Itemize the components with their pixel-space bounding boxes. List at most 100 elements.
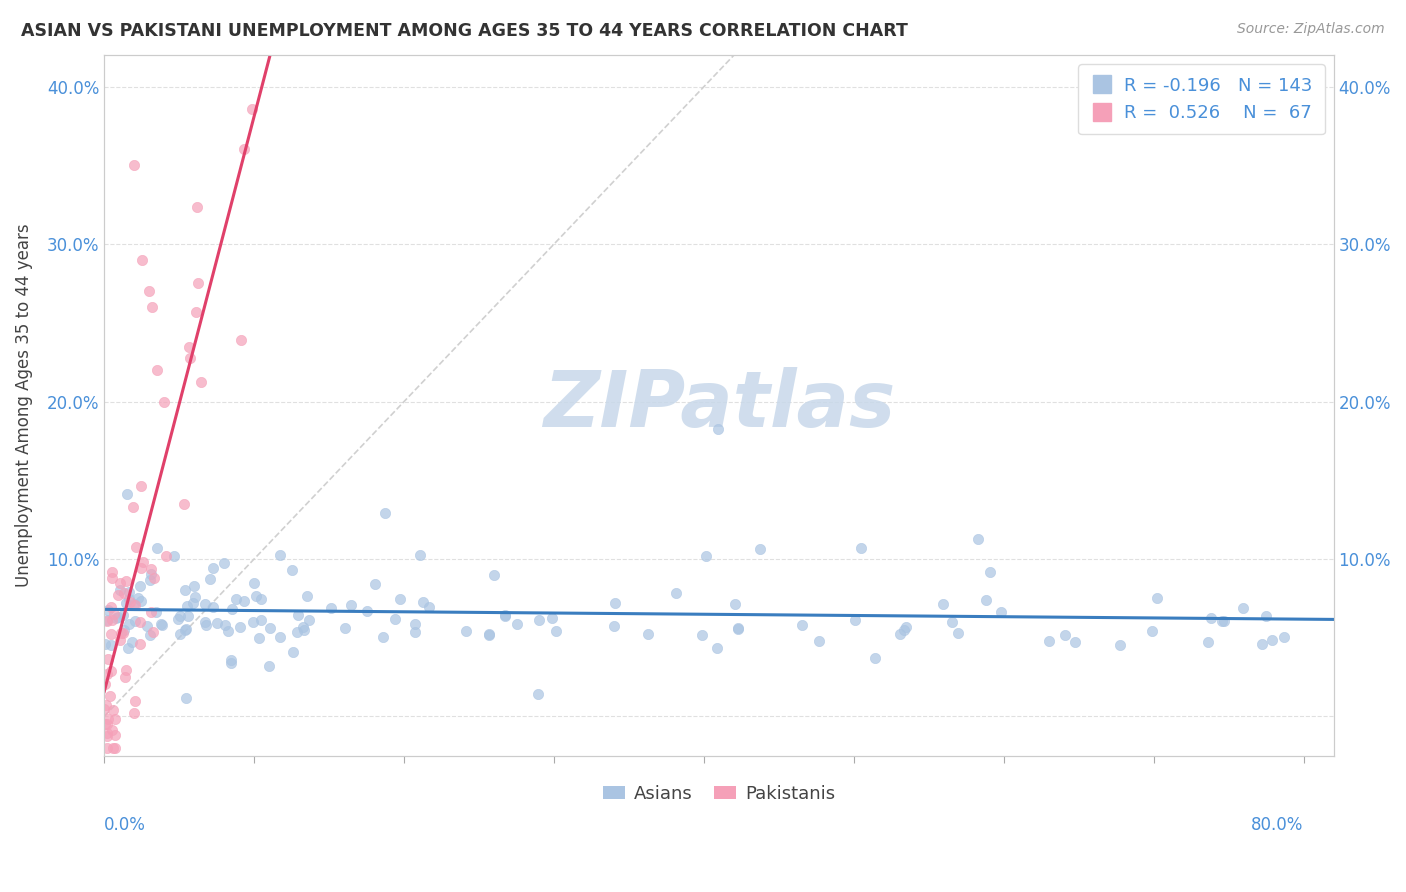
- Pakistanis: [141, 562, 163, 576]
- Asians: [181, 596, 204, 610]
- Pakistanis: [145, 363, 167, 377]
- Asians: [374, 506, 396, 520]
- Legend: Asians, Pakistanis: Asians, Pakistanis: [596, 777, 842, 810]
- Asians: [245, 590, 267, 604]
- Asians: [1272, 630, 1295, 644]
- Asians: [117, 641, 139, 656]
- Pakistanis: [184, 305, 207, 319]
- Asians: [371, 630, 394, 644]
- Asians: [1038, 633, 1060, 648]
- Asians: [404, 616, 426, 631]
- Asians: [603, 596, 626, 610]
- Asians: [544, 624, 567, 638]
- Asians: [100, 638, 122, 652]
- Asians: [893, 623, 915, 637]
- Asians: [200, 572, 222, 586]
- Pakistanis: [93, 702, 115, 716]
- Asians: [121, 635, 143, 649]
- Asians: [269, 548, 291, 562]
- Text: 80.0%: 80.0%: [1251, 815, 1303, 834]
- Pakistanis: [122, 500, 145, 514]
- Asians: [418, 599, 440, 614]
- Asians: [135, 619, 157, 633]
- Asians: [259, 659, 281, 673]
- Asians: [932, 597, 955, 611]
- Asians: [281, 563, 304, 577]
- Pakistanis: [114, 670, 136, 684]
- Asians: [163, 549, 186, 564]
- Asians: [527, 687, 550, 701]
- Asians: [174, 622, 197, 636]
- Y-axis label: Unemployment Among Ages 35 to 44 years: Unemployment Among Ages 35 to 44 years: [15, 224, 32, 587]
- Asians: [1232, 601, 1254, 615]
- Pakistanis: [129, 479, 152, 493]
- Asians: [150, 617, 173, 632]
- Asians: [243, 576, 266, 591]
- Pakistanis: [124, 598, 146, 612]
- Asians: [292, 623, 315, 637]
- Asians: [124, 614, 146, 628]
- Pakistanis: [104, 740, 127, 755]
- Asians: [250, 613, 273, 627]
- Pakistanis: [173, 497, 195, 511]
- Pakistanis: [100, 613, 122, 627]
- Asians: [990, 605, 1012, 619]
- Asians: [138, 628, 160, 642]
- Pakistanis: [125, 541, 148, 555]
- Pakistanis: [131, 252, 153, 267]
- Asians: [247, 631, 270, 645]
- Asians: [409, 548, 432, 562]
- Pakistanis: [107, 588, 129, 602]
- Asians: [297, 589, 319, 603]
- Pakistanis: [101, 571, 124, 585]
- Asians: [724, 597, 747, 611]
- Pakistanis: [103, 728, 125, 742]
- Asians: [941, 615, 963, 629]
- Asians: [979, 565, 1001, 579]
- Pakistanis: [124, 706, 146, 720]
- Pakistanis: [129, 615, 152, 630]
- Asians: [249, 591, 271, 606]
- Asians: [637, 626, 659, 640]
- Pakistanis: [101, 723, 124, 737]
- Asians: [1063, 635, 1085, 649]
- Asians: [122, 597, 145, 611]
- Asians: [183, 579, 205, 593]
- Pakistanis: [132, 556, 155, 570]
- Pakistanis: [96, 729, 118, 743]
- Asians: [112, 623, 135, 637]
- Asians: [494, 608, 516, 623]
- Asians: [145, 541, 167, 555]
- Asians: [169, 609, 191, 624]
- Asians: [1109, 638, 1132, 652]
- Pakistanis: [104, 712, 127, 726]
- Asians: [96, 614, 118, 628]
- Asians: [790, 617, 813, 632]
- Asians: [748, 541, 770, 556]
- Pakistanis: [142, 625, 165, 640]
- Pakistanis: [110, 625, 132, 640]
- Asians: [1054, 628, 1077, 642]
- Asians: [298, 613, 321, 627]
- Pakistanis: [100, 599, 122, 614]
- Pakistanis: [138, 285, 160, 299]
- Asians: [117, 585, 139, 599]
- Asians: [664, 586, 686, 600]
- Asians: [221, 602, 243, 616]
- Asians: [107, 610, 129, 624]
- Asians: [212, 556, 235, 570]
- Asians: [478, 627, 501, 641]
- Asians: [221, 653, 243, 667]
- Asians: [727, 621, 749, 635]
- Asians: [167, 612, 190, 626]
- Asians: [1140, 624, 1163, 638]
- Pakistanis: [97, 712, 120, 726]
- Asians: [889, 626, 911, 640]
- Pakistanis: [94, 716, 117, 731]
- Text: 0.0%: 0.0%: [104, 815, 146, 834]
- Asians: [690, 628, 713, 642]
- Asians: [115, 596, 138, 610]
- Pakistanis: [110, 576, 132, 591]
- Asians: [259, 621, 281, 635]
- Pakistanis: [190, 375, 212, 389]
